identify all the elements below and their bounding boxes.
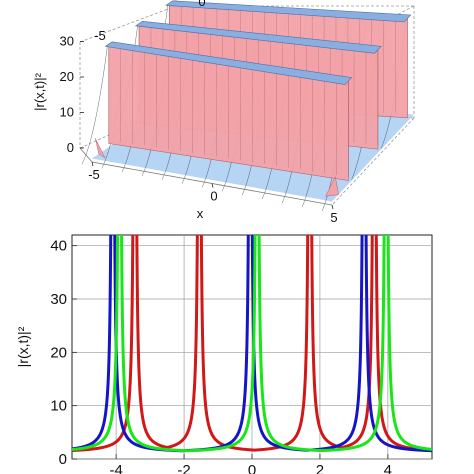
x-tick-label: 2 [316, 462, 324, 474]
surface-ridge-top [165, 0, 412, 23]
y-tick-label: 30 [50, 291, 67, 308]
box-edge [79, 5, 177, 43]
x-tick [91, 161, 94, 167]
x-axis-label: x [197, 206, 204, 221]
surface-ridge-top [104, 41, 353, 85]
y-tick-label: 0 [59, 451, 67, 468]
x-tick-label: -5 [88, 167, 100, 182]
surface-spike [325, 175, 339, 197]
x-tick-label: 5 [330, 210, 337, 225]
y-tick-label: 20 [50, 344, 67, 361]
z-axis-label: |r(x,t)|² [32, 72, 47, 110]
x-tick-label: -2 [177, 462, 190, 474]
z-tick-label: 10 [60, 105, 74, 120]
x-tick-label: 0 [248, 462, 256, 474]
x-axis: -4 -2 0 2 4 [109, 454, 392, 474]
y-axis-3d: -5 0 [94, 0, 205, 43]
y-axis: 0 10 20 30 40 [50, 238, 77, 468]
x-axis-3d: -5 0 5 [88, 161, 338, 225]
x-tick [331, 204, 334, 210]
y-tick-label: 40 [50, 238, 67, 255]
line-plot: 0 10 20 30 40 -4 -2 0 2 4 |r(x,t)|² [15, 234, 433, 474]
surface-spike [95, 138, 106, 159]
z-tick-label: 20 [60, 69, 74, 84]
surface-ridge [81, 41, 353, 211]
surface-body [81, 0, 414, 211]
series-line [72, 235, 432, 453]
box-edge [79, 147, 93, 163]
surface-mesh-line [81, 44, 108, 165]
x-tick-label: -4 [109, 462, 122, 474]
y-axis-label: |r(x,t)|² [15, 326, 31, 367]
series-line [72, 235, 432, 453]
surface-ridge-top [134, 20, 382, 54]
x-tick-label: 4 [384, 462, 392, 474]
x-tick-label: 0 [210, 189, 217, 204]
y-tick-label: -5 [94, 28, 106, 43]
y-tick-label: 0 [198, 0, 205, 9]
series-group [72, 235, 432, 453]
z-tick-label: 30 [60, 34, 74, 49]
z-tick-label: 0 [67, 140, 74, 155]
y-tick-label: 10 [50, 398, 67, 415]
surface-plot: 0 10 20 30 |r(x,t)|² -5 0 5 x -5 0 [32, 0, 415, 225]
z-axis: 0 10 20 30 [60, 34, 84, 155]
box-edge [344, 5, 415, 43]
x-tick [211, 183, 214, 188]
